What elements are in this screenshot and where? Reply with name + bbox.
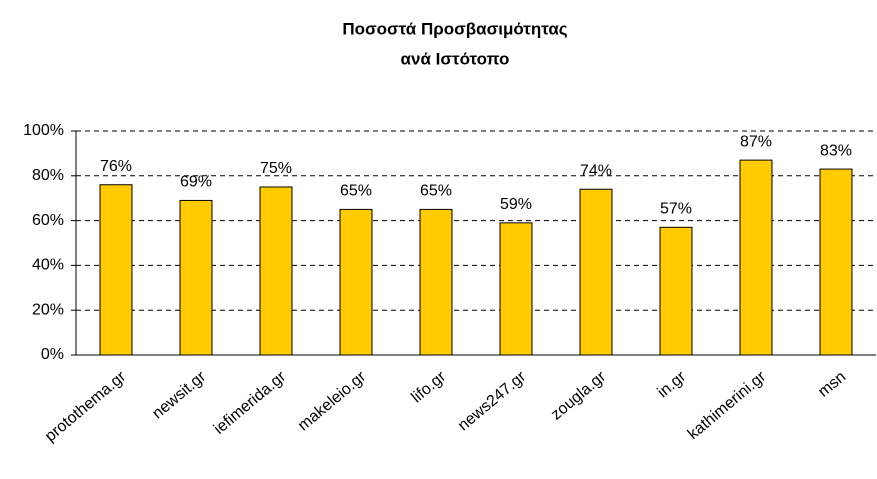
x-tick-label: news247.gr: [455, 368, 530, 435]
bar: [259, 186, 293, 356]
x-tick-label: kathimerini.gr: [685, 368, 770, 443]
x-tick-label: zougla.gr: [548, 368, 610, 424]
x-tick-label: makeleio.gr: [295, 368, 370, 435]
bar: [179, 199, 213, 356]
x-tick-label: lifo.gr: [408, 368, 449, 407]
x-tick-label: protothema.gr: [42, 368, 130, 445]
y-tick-label: 100%: [23, 122, 64, 139]
x-tick-label: newsit.gr: [149, 368, 209, 423]
value-label: 87%: [740, 133, 772, 150]
value-label: 76%: [100, 158, 132, 175]
bar: [579, 188, 613, 356]
value-label: 74%: [580, 162, 612, 179]
bar: [659, 226, 693, 356]
x-tick-label: iefimerida.gr: [211, 368, 290, 438]
value-label: 65%: [340, 183, 372, 200]
value-label: 75%: [260, 160, 292, 177]
y-tick-label: 60%: [32, 212, 64, 229]
x-tick-label: msn: [815, 368, 849, 400]
y-tick-label: 20%: [32, 301, 64, 318]
value-label: 83%: [820, 142, 852, 159]
value-label: 65%: [420, 183, 452, 200]
chart-title: Ποσοστά Προσβασιμότητας: [342, 19, 567, 38]
bar: [99, 184, 133, 356]
bar: [819, 168, 853, 356]
y-tick-label: 80%: [32, 167, 64, 184]
x-tick-label: in.gr: [655, 368, 690, 401]
bar: [419, 208, 453, 356]
y-tick-label: 40%: [32, 257, 64, 274]
value-label: 57%: [660, 201, 692, 218]
value-label: 59%: [500, 196, 532, 213]
bar: [499, 222, 533, 356]
value-label: 69%: [180, 174, 212, 191]
y-tick-label: 0%: [41, 346, 64, 363]
chart-title: ανά Ιστότοπο: [401, 49, 510, 68]
bar: [339, 208, 373, 356]
bar: [739, 159, 773, 356]
